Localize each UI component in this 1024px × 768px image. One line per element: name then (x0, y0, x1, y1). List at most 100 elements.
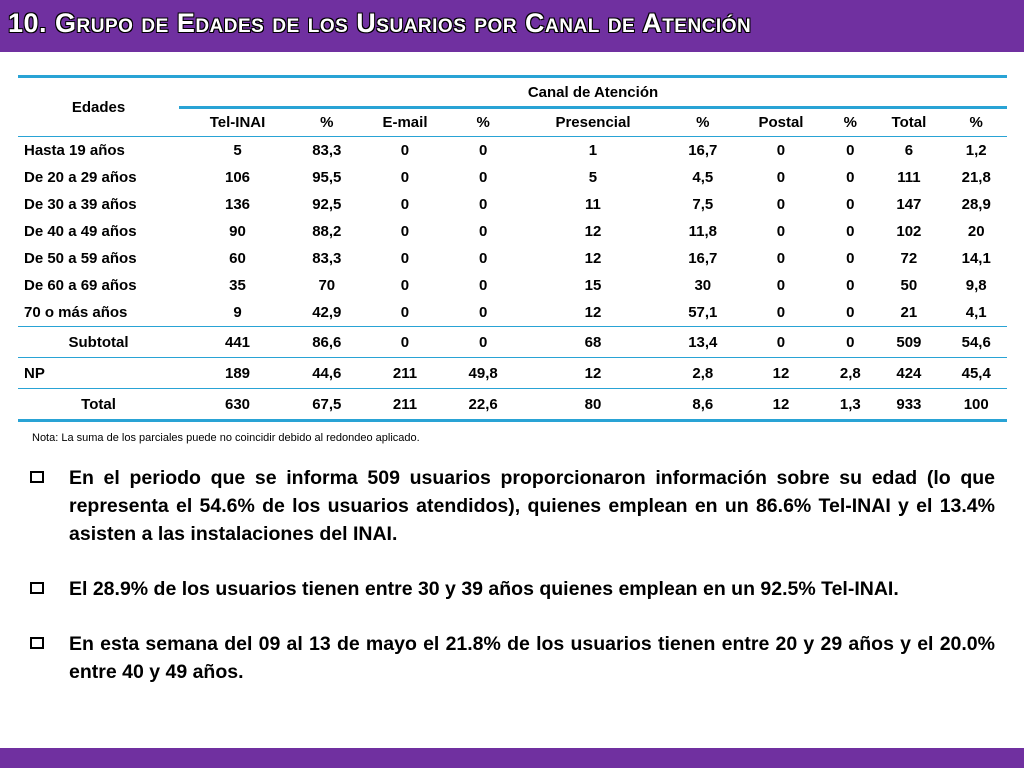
table-cell: 44,6 (296, 357, 358, 389)
column-header: Tel-INAI (209, 114, 266, 131)
table-cell: 933 (872, 388, 946, 422)
table-cell: 1,3 (828, 388, 873, 422)
table-cell: 5 (233, 142, 242, 159)
column-header: E-mail (382, 114, 428, 131)
table-cell: 9,8 (965, 277, 987, 294)
checkbox-bullet-icon (30, 471, 44, 483)
table-cell: 0 (776, 196, 786, 213)
table-cell: 102 (896, 223, 922, 240)
table-cell: 0 (846, 277, 855, 294)
table-cell: 189 (179, 357, 297, 389)
table-cell: 21 (872, 299, 946, 327)
table-row: Subtotal 441 86,6 0 0 68 13,4 0 0 509 54,6 (18, 326, 1007, 358)
column-header: % (476, 114, 490, 131)
column-header: Total (891, 114, 927, 131)
table-cell: 0 (776, 142, 786, 159)
table-cell: 0 (452, 326, 514, 358)
table-cell: 6 (904, 142, 914, 159)
table-cell: 0 (400, 277, 410, 294)
table-cell: 2,8 (828, 357, 873, 389)
table-cell: 0 (478, 250, 488, 267)
table-cell: 88,2 (312, 223, 342, 240)
table-cell: 2,8 (672, 357, 734, 389)
table-cell: 0 (357, 299, 453, 327)
table-cell: 13,4 (672, 326, 734, 358)
table-cell: 45,4 (945, 357, 1007, 389)
table-cell: 57,1 (672, 299, 734, 327)
table-cell: 22,6 (452, 388, 514, 422)
table-cell: 0 (828, 326, 873, 358)
table-cell: 0 (478, 223, 488, 240)
table-cell: 0 (357, 326, 453, 358)
table-cell: 441 (179, 326, 297, 358)
table-cell: 11,8 (688, 223, 717, 240)
table-cell: 49,8 (452, 357, 514, 389)
channel-group-header: Canal de Atención (179, 75, 1007, 109)
page-title: 10. Grupo de Edades de los Usuarios por … (8, 8, 752, 38)
table-cell: 42,9 (296, 299, 358, 327)
table-cell: 20 (967, 223, 985, 240)
row-label: De 20 a 29 años (24, 169, 137, 186)
bullet-text: En el periodo que se informa 509 usuario… (69, 467, 995, 545)
column-header: % (843, 114, 858, 131)
bullet-text: El 28.9% de los usuarios tienen entre 30… (69, 578, 899, 600)
table-cell: 0 (776, 223, 786, 240)
table-cell: 7,5 (692, 196, 714, 213)
table-cell: 0 (452, 299, 514, 327)
bullet-item: En esta semana del 09 al 13 de mayo el 2… (30, 630, 995, 686)
bullet-item: El 28.9% de los usuarios tienen entre 30… (30, 575, 995, 603)
table-row: De 30 a 39 años 136 92,5 0 0 11 7,5 0 0 147 28,9 (18, 191, 1007, 218)
table-cell: 54,6 (945, 326, 1007, 358)
table-cell: 0 (846, 169, 855, 186)
table-cell: 111 (897, 169, 921, 186)
row-label: NP (18, 357, 179, 389)
column-header: Presencial (555, 114, 631, 131)
footer-bar (0, 748, 1024, 768)
table-row: Hasta 19 años 5 83,3 0 0 1 16,7 0 0 6 1,2 (18, 137, 1007, 165)
table-cell: 15 (584, 277, 602, 294)
table-cell: 0 (400, 196, 410, 213)
table-cell: 0 (733, 299, 829, 327)
table-cell: 16,7 (688, 142, 718, 159)
table-cell: 0 (400, 142, 410, 159)
row-label: De 30 a 39 años (24, 196, 137, 213)
bullet-list: En el periodo que se informa 509 usuario… (30, 464, 995, 713)
table-row: Total 630 67,5 211 22,6 80 8,6 12 1,3 933 100 (18, 388, 1007, 422)
table-cell: 72 (900, 250, 918, 267)
table-cell: 1 (588, 142, 598, 159)
table-cell: 12 (733, 357, 829, 389)
table-cell: 12 (584, 223, 602, 240)
table-cell: 0 (846, 250, 855, 267)
table-cell: 68 (513, 326, 673, 358)
table-cell: 12 (733, 388, 829, 422)
age-channel-table-container: Edades Canal de Atención Tel-INAI% E-mail… (18, 75, 1007, 422)
table-note: Nota: La suma de los parciales puede no … (32, 432, 420, 444)
table-row: De 50 a 59 años 60 83,3 0 0 12 16,7 0 0 72 14,1 (18, 245, 1007, 272)
age-channel-table: Edades Canal de Atención Tel-INAI% E-mail… (18, 75, 1007, 422)
table-cell: 211 (357, 357, 453, 389)
table-row: De 40 a 49 años 90 88,2 0 0 12 11,8 0 0 102 20 (18, 218, 1007, 245)
table-row: 70 o más años 9 42,9 0 0 12 57,1 0 0 21 4,1 (18, 299, 1007, 327)
row-label: 70 o más años (18, 299, 179, 327)
table-cell: 136 (225, 196, 251, 213)
table-cell: 147 (896, 196, 922, 213)
table-cell: 30 (694, 277, 712, 294)
row-label: De 40 a 49 años (24, 223, 137, 240)
table-cell: 1,2 (965, 142, 987, 159)
table-cell: 8,6 (672, 388, 734, 422)
column-header: Postal (758, 114, 804, 131)
table-cell: 0 (400, 223, 410, 240)
column-header: % (969, 114, 983, 131)
table-cell: 0 (846, 196, 855, 213)
table-cell: 86,6 (296, 326, 358, 358)
row-label: Hasta 19 años (24, 142, 125, 159)
table-body: Hasta 19 años 5 83,3 0 0 1 16,7 0 0 6 1,2 De 20 a 2… (18, 137, 1007, 422)
table-cell: 21,8 (961, 169, 991, 186)
column-header-row: Tel-INAI% E-mail% Presencial% Postal% Total% (18, 108, 1007, 137)
table-cell: 0 (776, 277, 786, 294)
table-cell: 80 (513, 388, 673, 422)
table-cell: 0 (478, 169, 488, 186)
row-label: Total (18, 388, 179, 422)
table-cell: 4,5 (692, 169, 714, 186)
table-cell: 0 (846, 223, 855, 240)
